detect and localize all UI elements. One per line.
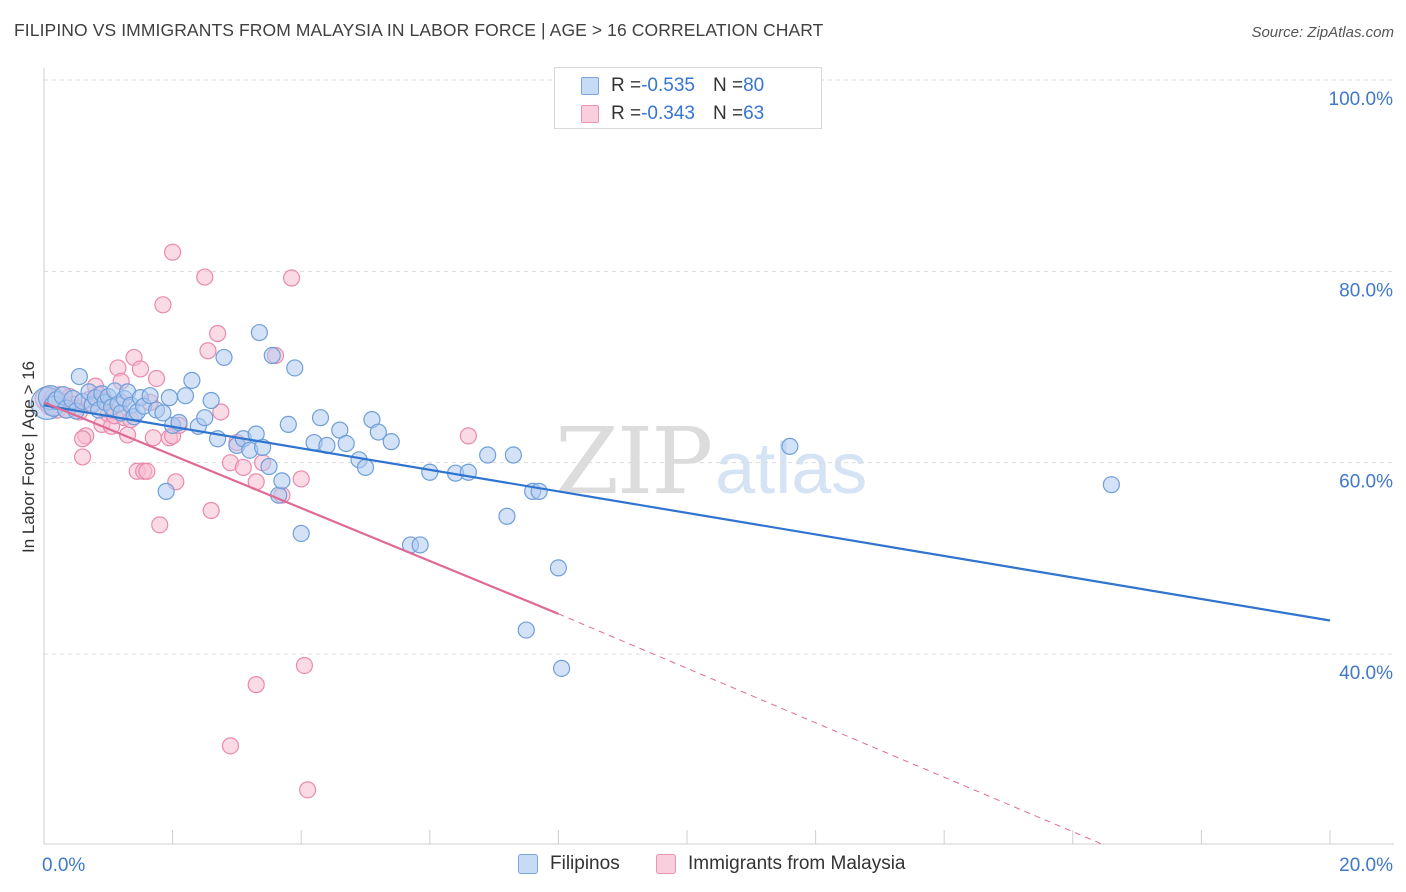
series-legend: Filipinos Immigrants from Malaysia: [0, 851, 1406, 879]
legend-swatch-pink: [581, 105, 599, 123]
data-point: [221, 737, 240, 755]
trend-line-malaysia-extension: [558, 613, 1106, 846]
source-label: Source: ZipAtlas.com: [1251, 24, 1394, 41]
data-point: [295, 656, 314, 675]
data-point: [549, 559, 568, 577]
data-point: [504, 446, 522, 464]
filipinos-points: [30, 323, 1120, 677]
data-point: [299, 781, 317, 799]
data-point: [151, 516, 169, 534]
legend-n-label: N =: [712, 103, 744, 124]
y-tick-label: 100.0%: [1329, 89, 1394, 110]
data-point: [292, 470, 310, 488]
legend-label-malaysia: Immigrants from Malaysia: [688, 853, 906, 874]
trend-line-malaysia: [43, 401, 559, 615]
legend-row-filipinos: R = -0.535 N = 80: [555, 73, 764, 99]
data-point: [157, 482, 175, 500]
legend-label-filipinos: Filipinos: [550, 853, 620, 874]
data-point: [164, 243, 182, 261]
data-point: [286, 359, 304, 377]
data-point: [530, 482, 548, 500]
data-point: [147, 369, 166, 388]
data-point: [141, 387, 159, 405]
legend-r-label: R =: [611, 103, 642, 124]
data-point: [215, 348, 233, 367]
trend-lines: [43, 401, 1331, 846]
legend-n-label: N =: [712, 75, 744, 96]
stats-legend: R = -0.535 N = 80 R = -0.343 N = 63: [554, 67, 822, 129]
data-point: [160, 389, 178, 407]
data-point: [282, 269, 301, 287]
data-point: [498, 507, 516, 525]
data-point: [250, 323, 269, 342]
y-tick-label: 40.0%: [1339, 663, 1393, 684]
data-point: [279, 415, 297, 433]
data-point: [260, 457, 278, 476]
data-point: [144, 429, 162, 447]
data-point: [369, 423, 387, 441]
data-point: [247, 676, 265, 694]
legend-r-value: -0.535: [641, 75, 695, 96]
data-point: [411, 536, 429, 554]
data-point: [154, 296, 172, 314]
data-point: [199, 342, 217, 360]
legend-item-filipinos[interactable]: Filipinos: [518, 853, 620, 875]
y-axis-label: In Labor Force | Age > 16: [19, 361, 38, 553]
data-point: [73, 448, 92, 466]
data-point: [234, 458, 252, 477]
data-point: [292, 524, 310, 543]
data-point: [421, 463, 439, 481]
data-point: [479, 446, 497, 464]
data-point: [263, 346, 281, 365]
legend-row-malaysia: R = -0.343 N = 63: [555, 101, 764, 127]
axis-labels: 40.0% 60.0% 80.0% 100.0% 0.0% 20.0% In Labor F…: [19, 89, 1393, 876]
data-point: [553, 659, 571, 677]
data-point: [311, 409, 330, 427]
data-point: [183, 371, 201, 389]
y-tick-label: 80.0%: [1339, 280, 1393, 301]
data-point: [196, 268, 214, 286]
y-tick-label: 60.0%: [1339, 472, 1393, 493]
data-point: [202, 391, 220, 410]
data-point: [154, 404, 172, 422]
data-point: [138, 462, 156, 480]
data-point: [273, 472, 291, 490]
data-point: [356, 458, 375, 477]
legend-item-malaysia[interactable]: Immigrants from Malaysia: [656, 853, 906, 875]
legend-swatch-blue: [518, 854, 538, 874]
data-point: [70, 367, 88, 386]
legend-n-value: 63: [743, 103, 765, 124]
trend-line-filipinos: [43, 404, 1331, 622]
legend-r-label: R =: [611, 75, 642, 96]
x-tick-label: 0.0%: [42, 855, 85, 876]
data-point: [459, 427, 477, 445]
legend-swatch-pink: [656, 854, 676, 874]
data-point: [131, 360, 150, 378]
data-point: [176, 387, 195, 405]
axes: [43, 68, 1394, 845]
legend-n-value: 80: [743, 75, 765, 96]
data-point: [73, 430, 92, 448]
data-point: [781, 437, 799, 456]
data-point: [382, 433, 400, 451]
data-point: [1102, 476, 1120, 494]
x-tick-label: 20.0%: [1339, 855, 1393, 876]
legend-swatch-blue: [581, 77, 599, 95]
data-point: [202, 501, 220, 520]
data-point: [337, 434, 355, 453]
data-point: [212, 403, 230, 421]
data-point: [517, 621, 535, 639]
chart-title: FILIPINO VS IMMIGRANTS FROM MALAYSIA IN …: [14, 20, 824, 40]
data-point: [209, 324, 227, 343]
data-point: [196, 409, 214, 427]
gridlines: [44, 79, 1394, 655]
legend-r-value: -0.343: [641, 103, 695, 124]
